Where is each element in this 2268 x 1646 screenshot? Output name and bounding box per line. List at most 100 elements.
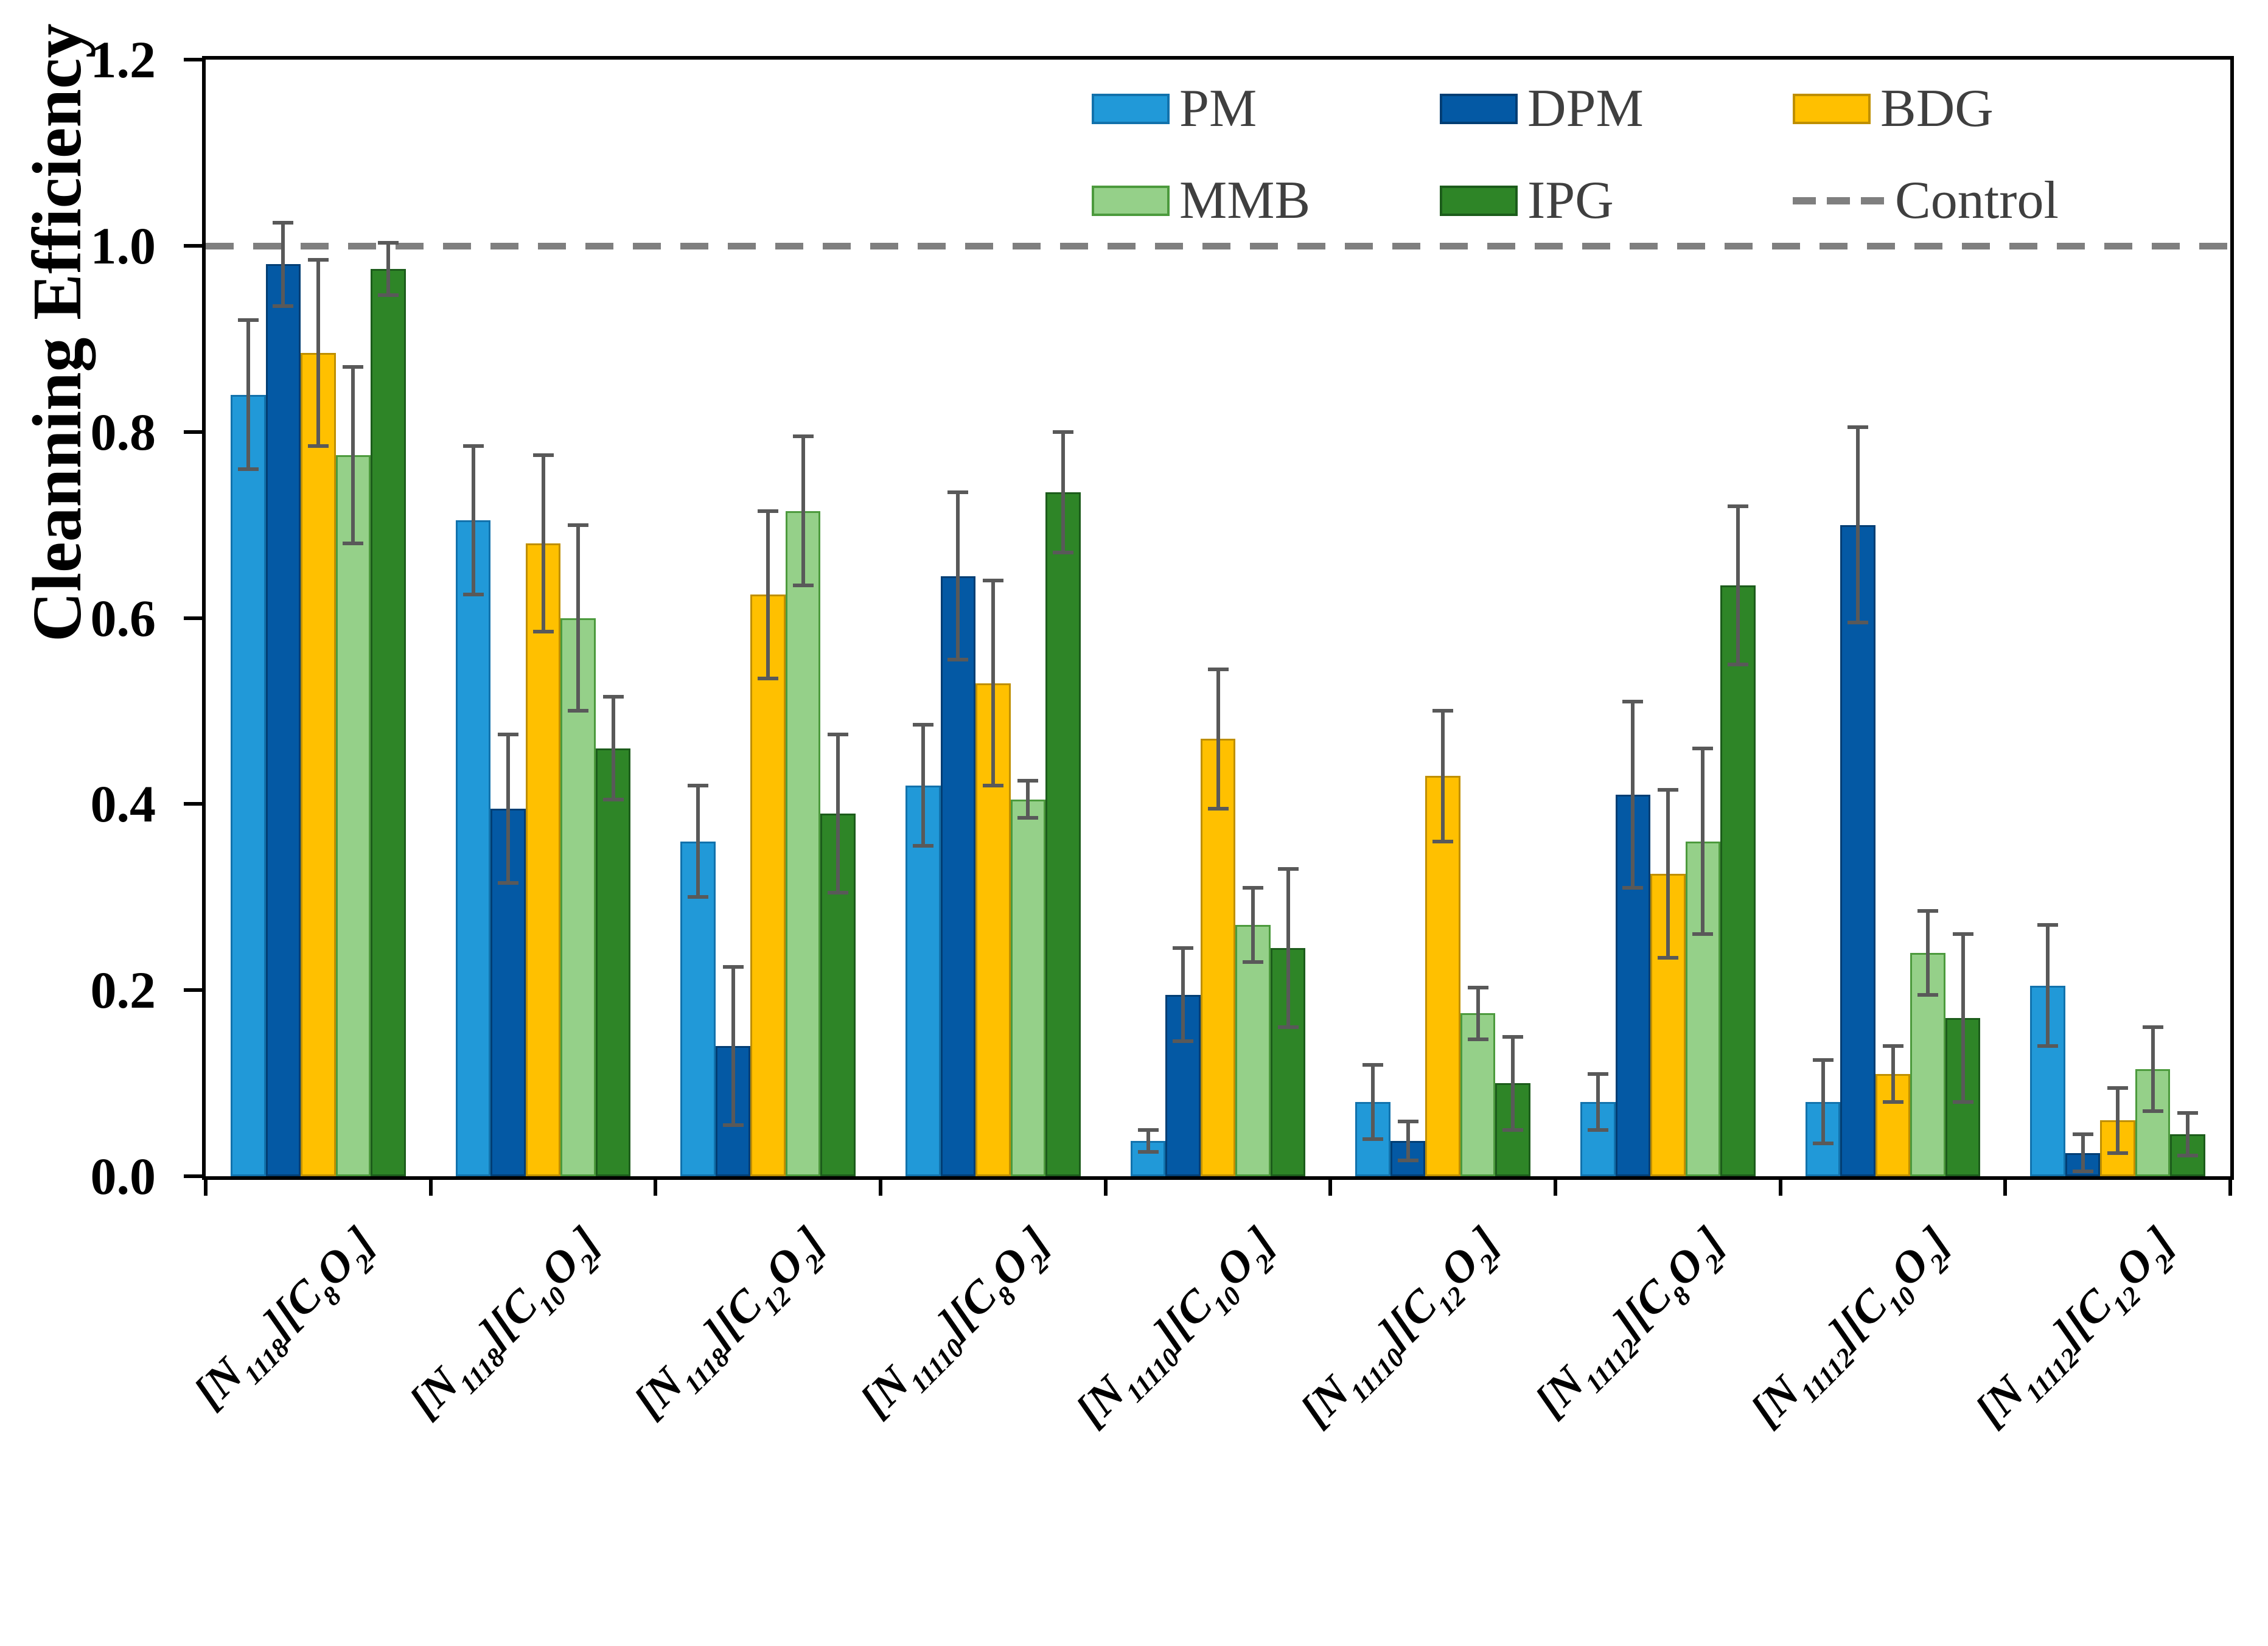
x-label-subscript: 11110: [1119, 1342, 1186, 1409]
x-tick: [879, 1176, 882, 1196]
error-bar-stem: [1061, 431, 1065, 553]
error-bar-stem: [281, 222, 285, 307]
y-axis-title-text: Cleanning Efficiency: [18, 23, 96, 642]
legend-swatch-dpm: [1440, 94, 1518, 124]
x-label-subscript: 2: [1473, 1247, 1505, 1279]
error-bar-cap-top: [498, 732, 518, 736]
error-bar-stem: [1371, 1064, 1375, 1139]
legend-dash-sample: [1793, 197, 1885, 204]
error-bar-cap-top: [828, 732, 849, 736]
x-category-label: [N1118][C10O2]: [399, 1217, 610, 1428]
error-bar-cap-top: [1727, 504, 1748, 508]
legend-label-dpm: DPM: [1527, 79, 1644, 138]
bar-MMB-1: [335, 455, 371, 1176]
error-bar-cap-bottom: [1727, 662, 1748, 666]
bar-PM-1: [231, 394, 266, 1176]
error-bar-cap-top: [602, 695, 624, 699]
y-tick-label: 0.2: [90, 961, 156, 1020]
legend-swatch-mmb: [1092, 186, 1170, 216]
error-bar-cap-bottom: [1952, 1100, 1973, 1104]
x-category-label: [N11112][C12O2]: [1966, 1217, 2184, 1436]
x-category-label: [N11110][C10O2]: [1066, 1217, 1285, 1436]
x-label-subscript: 1118: [678, 1342, 736, 1400]
error-bar-cap-top: [2177, 1111, 2199, 1115]
legend-swatch-bdg: [1793, 94, 1871, 124]
error-bar-stem: [1666, 790, 1670, 958]
x-label-subscript: 2: [2148, 1247, 2180, 1279]
error-bar-cap-bottom: [1882, 1100, 1903, 1104]
x-label-subscript: 2: [1698, 1247, 1730, 1279]
legend-label-pm: PM: [1179, 79, 1257, 138]
error-bar-cap-bottom: [1587, 1128, 1608, 1132]
x-category-label: [N1118][C12O2]: [624, 1217, 834, 1428]
y-tick-label: 0.6: [90, 588, 156, 647]
error-bar-cap-top: [1622, 700, 1644, 704]
error-bar-cap-top: [462, 444, 484, 448]
error-bar-cap-bottom: [2072, 1170, 2093, 1174]
error-bar-cap-bottom: [1243, 960, 1263, 964]
x-tick: [1554, 1176, 1557, 1196]
x-category-label: [N11112][C10O2]: [1740, 1217, 1959, 1436]
error-bar-stem: [576, 525, 580, 711]
error-bar-stem: [921, 725, 925, 846]
x-label-subscript: 11110: [904, 1332, 971, 1399]
error-bar-stem: [1026, 781, 1030, 818]
error-bar-stem: [1891, 1045, 1895, 1102]
bar-BDG-2: [525, 543, 561, 1176]
x-label-subscript: 2: [573, 1247, 605, 1279]
y-tick-label: 0.0: [90, 1147, 156, 1205]
error-bar-cap-top: [1657, 788, 1678, 792]
error-bar-cap-bottom: [828, 890, 849, 894]
error-bar-cap-bottom: [307, 444, 329, 448]
error-bar-cap-bottom: [1173, 1039, 1193, 1044]
x-label-subscript: 12: [756, 1280, 797, 1321]
bar-IPG-4: [1045, 492, 1081, 1176]
error-bar-stem: [836, 734, 840, 893]
bar-DPM-8: [1840, 525, 1875, 1176]
error-bar-stem: [766, 511, 770, 678]
y-tick: [184, 243, 203, 248]
legend-entry-mmb: MMB: [1092, 174, 1310, 228]
x-tick: [654, 1176, 658, 1196]
error-bar-stem: [611, 697, 615, 800]
error-bar-stem: [1856, 427, 1860, 623]
error-bar-cap-top: [237, 318, 259, 323]
error-bar-stem: [1476, 987, 1480, 1040]
error-bar-cap-top: [1137, 1128, 1159, 1132]
error-bar-cap-bottom: [498, 881, 518, 885]
y-tick-label: 0.8: [90, 402, 156, 461]
x-tick: [1778, 1176, 1782, 1196]
bar-BDG-3: [750, 595, 786, 1176]
error-bar-cap-bottom: [947, 658, 969, 662]
error-bar-cap-bottom: [1622, 885, 1644, 890]
y-tick: [184, 1174, 203, 1178]
plot-area: [206, 60, 2230, 1176]
error-bar-cap-top: [1917, 909, 1938, 913]
legend-label-ipg: IPG: [1527, 171, 1614, 230]
error-bar-cap-top: [1207, 667, 1229, 671]
error-bar-stem: [1596, 1073, 1600, 1130]
error-bar-stem: [246, 320, 250, 469]
y-tick: [184, 58, 203, 61]
y-tick: [184, 430, 203, 434]
error-bar-stem: [506, 734, 510, 884]
x-category-label: [N11110][C8O2]: [850, 1217, 1059, 1426]
error-bar-stem: [386, 243, 390, 295]
error-bar-cap-bottom: [237, 467, 259, 471]
error-bar-cap-top: [1173, 946, 1193, 950]
bar-DPM-4: [940, 576, 976, 1176]
error-bar-cap-top: [947, 490, 969, 495]
x-label-subscript: 11110: [1344, 1342, 1411, 1409]
error-bar-cap-bottom: [532, 630, 554, 634]
x-tick: [1103, 1176, 1108, 1196]
x-tick: [204, 1176, 208, 1196]
error-bar-cap-bottom: [1397, 1159, 1418, 1162]
x-label-subscript: 2: [1248, 1247, 1280, 1279]
bar-MMB-4: [1010, 799, 1046, 1176]
bar-IPG-7: [1720, 585, 1756, 1176]
bar-BDG-1: [301, 352, 336, 1176]
y-tick: [184, 802, 203, 806]
error-bar-cap-top: [688, 783, 709, 787]
error-bar-stem: [2151, 1027, 2155, 1111]
error-bar-stem: [2081, 1134, 2085, 1172]
